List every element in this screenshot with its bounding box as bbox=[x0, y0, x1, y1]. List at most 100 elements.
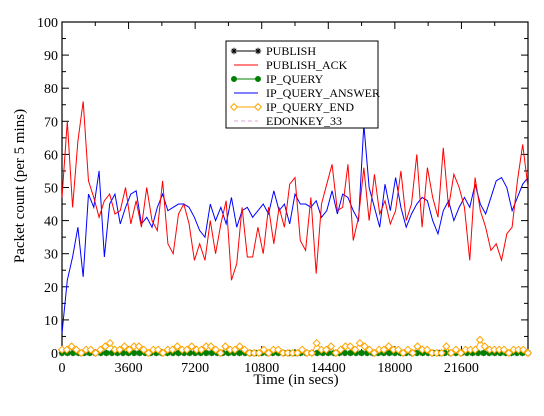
data-point bbox=[101, 342, 110, 351]
data-point bbox=[360, 342, 369, 351]
data-point bbox=[103, 349, 110, 356]
legend-marker bbox=[254, 47, 262, 55]
data-point bbox=[86, 345, 95, 354]
legend-entry: EDONKEY_33 bbox=[234, 114, 342, 128]
data-point bbox=[480, 342, 489, 351]
data-point bbox=[197, 345, 206, 354]
legend-marker bbox=[253, 102, 263, 112]
legend-marker bbox=[254, 76, 261, 83]
y-tick-label: 50 bbox=[44, 182, 58, 197]
data-point bbox=[120, 342, 129, 351]
data-point bbox=[394, 345, 403, 354]
data-point bbox=[358, 349, 365, 356]
data-point bbox=[347, 349, 354, 356]
data-point bbox=[158, 348, 167, 358]
y-tick-label: 100 bbox=[37, 16, 58, 31]
data-point bbox=[230, 345, 240, 354]
x-tick-label: 3600 bbox=[115, 361, 143, 376]
legend-label: EDONKEY_33 bbox=[266, 114, 342, 128]
legend-label: IP_QUERY bbox=[266, 72, 324, 86]
data-point bbox=[206, 342, 216, 351]
data-point bbox=[384, 342, 393, 351]
series-ip-query-answer bbox=[61, 124, 529, 334]
x-tick-label: 7200 bbox=[181, 361, 209, 376]
y-tick-label: 30 bbox=[44, 248, 58, 263]
y-tick-label: 70 bbox=[44, 115, 58, 130]
data-point bbox=[456, 348, 465, 358]
y-tick-label: 20 bbox=[44, 281, 58, 296]
x-tick-label: 0 bbox=[59, 361, 66, 376]
data-point bbox=[322, 345, 331, 354]
data-point bbox=[173, 342, 182, 351]
legend-entry: PUBLISH bbox=[230, 44, 316, 58]
data-point bbox=[408, 348, 417, 358]
data-point bbox=[437, 348, 446, 358]
data-point bbox=[423, 345, 432, 354]
legend-label: IP_QUERY_ANSWER bbox=[266, 86, 380, 100]
data-point bbox=[125, 345, 134, 354]
series-layer bbox=[57, 101, 533, 358]
legend-label: PUBLISH bbox=[266, 44, 316, 58]
data-point bbox=[475, 335, 485, 344]
data-point bbox=[235, 342, 244, 351]
data-point bbox=[504, 348, 513, 358]
legend-marker bbox=[230, 76, 237, 83]
data-point bbox=[274, 345, 283, 354]
data-point bbox=[216, 348, 225, 358]
x-tick-label: 18000 bbox=[377, 361, 412, 376]
y-tick-label: 0 bbox=[51, 347, 58, 362]
data-point bbox=[182, 345, 192, 354]
data-point bbox=[326, 342, 336, 351]
data-point bbox=[211, 345, 220, 354]
data-point bbox=[77, 348, 86, 358]
y-tick-label: 60 bbox=[44, 148, 58, 163]
x-axis: 0 3600 7200 10800 14400 18000 21600 bbox=[59, 22, 496, 376]
star-stroke bbox=[255, 48, 261, 54]
data-point bbox=[153, 345, 163, 354]
legend-box bbox=[225, 40, 379, 129]
x-axis-title: Time (in secs) bbox=[253, 372, 338, 388]
x-tick-label: 14400 bbox=[311, 361, 346, 376]
series-line bbox=[61, 101, 529, 281]
y-tick-label: 90 bbox=[44, 49, 58, 64]
data-point bbox=[442, 342, 451, 351]
series-line bbox=[61, 124, 529, 334]
y-axis-title: Packet count (per 5 mins) bbox=[12, 109, 28, 263]
data-point bbox=[519, 345, 528, 354]
series-ip-query-end bbox=[57, 335, 533, 358]
data-point bbox=[307, 348, 316, 358]
data-point bbox=[293, 348, 302, 358]
data-point bbox=[264, 348, 273, 358]
legend-label: IP_QUERY_END bbox=[266, 100, 354, 114]
data-point bbox=[331, 348, 340, 358]
data-point bbox=[115, 345, 124, 354]
data-point bbox=[105, 338, 115, 348]
data-point bbox=[370, 348, 379, 358]
data-point bbox=[499, 345, 509, 354]
legend-entry: PUBLISH_ACK bbox=[234, 58, 348, 72]
data-point bbox=[355, 338, 364, 348]
data-point bbox=[236, 349, 243, 356]
data-point bbox=[96, 345, 105, 354]
legend-entry: IP_QUERY_END bbox=[229, 100, 354, 114]
data-point bbox=[379, 345, 388, 354]
data-point bbox=[240, 345, 249, 354]
data-point bbox=[91, 348, 100, 358]
data-point bbox=[336, 345, 345, 354]
legend-marker bbox=[229, 102, 239, 112]
y-tick-label: 40 bbox=[44, 215, 58, 230]
data-point bbox=[72, 345, 81, 354]
y-tick-label: 10 bbox=[44, 314, 58, 329]
data-point bbox=[144, 348, 153, 358]
data-point bbox=[168, 345, 177, 354]
data-point bbox=[134, 342, 143, 351]
data-point bbox=[312, 338, 321, 348]
data-point bbox=[346, 342, 355, 351]
legend-entry: IP_QUERY bbox=[230, 72, 324, 86]
legend-entry: IP_QUERY_ANSWER bbox=[234, 86, 380, 100]
data-point bbox=[203, 349, 210, 356]
data-point bbox=[471, 345, 480, 354]
data-point bbox=[403, 345, 413, 354]
x-tick-label: 10800 bbox=[244, 361, 279, 376]
